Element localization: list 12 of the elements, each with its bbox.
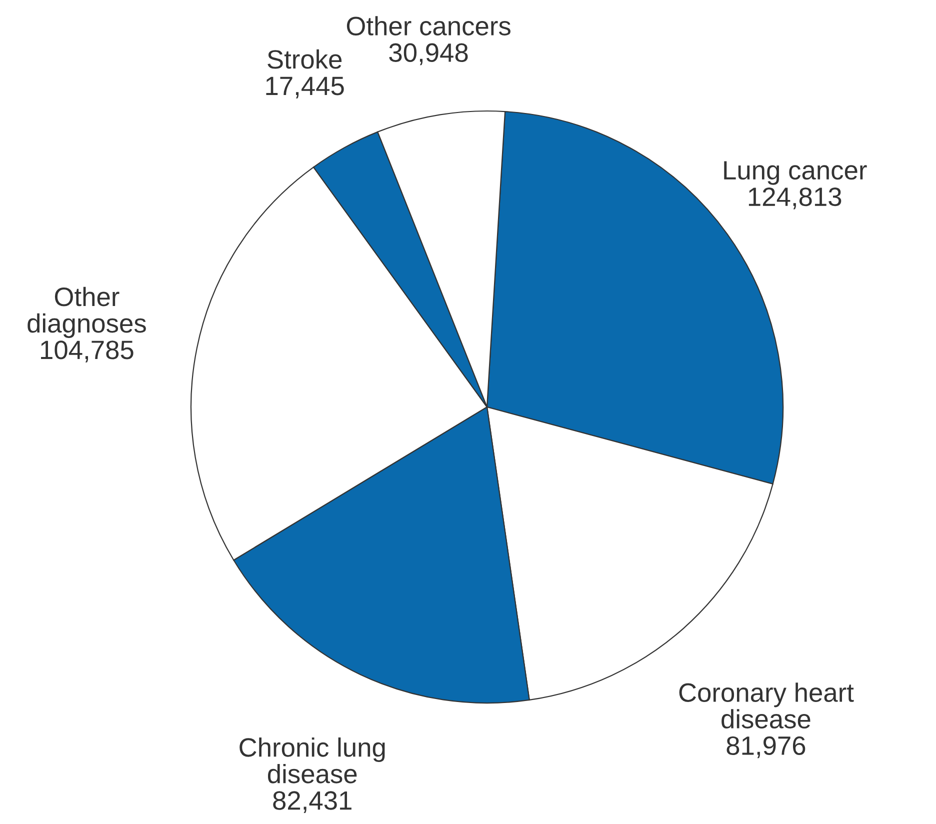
slice-label: Other diagnoses (28, 286, 146, 338)
slice-label: Coronary heart disease (679, 682, 854, 728)
slice-label: Chronic lung disease (240, 737, 385, 784)
data-label: 17,445 (266, 76, 344, 98)
data-label: 104,785 (41, 340, 134, 362)
slice-label: Stroke (268, 49, 342, 69)
slice-label: Other cancers (346, 16, 510, 36)
data-label: 30,948 (389, 43, 468, 66)
data-label: 81,976 (726, 736, 806, 758)
data-label: 124,813 (748, 187, 842, 210)
data-label: 82,431 (273, 791, 352, 813)
slice-label: Lung cancer (724, 161, 867, 185)
